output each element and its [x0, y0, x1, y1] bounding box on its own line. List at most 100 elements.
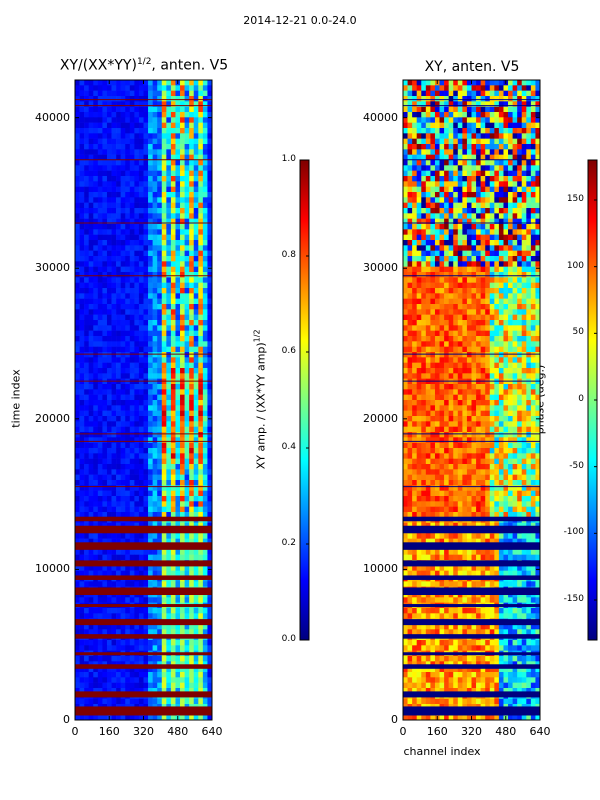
heatmap-cell [84, 96, 89, 102]
heatmap-cell [175, 101, 181, 107]
heatmap-cell [503, 245, 509, 251]
heatmap-cell [97, 256, 103, 262]
heatmap-cell [180, 437, 185, 443]
heatmap-cell [106, 362, 112, 369]
heatmap-cell [88, 266, 94, 273]
heatmap-cell [503, 272, 509, 278]
heatmap-cell [75, 608, 80, 614]
heatmap-cell [125, 346, 131, 353]
heatmap-cell [202, 85, 208, 91]
heatmap-cell [116, 192, 121, 198]
heatmap-cell [503, 234, 509, 241]
heatmap-cell [111, 309, 117, 315]
heatmap-cell [88, 421, 94, 427]
heatmap-cell [125, 192, 131, 198]
heatmap-cell [485, 218, 491, 225]
heatmap-cell [166, 613, 172, 619]
heatmap-cell [84, 117, 89, 123]
heatmap-cell [175, 645, 181, 651]
heatmap-cell [161, 304, 167, 310]
heatmap-cell [439, 298, 445, 305]
heatmap-cell [193, 154, 199, 161]
heatmap-cell [88, 144, 94, 150]
heatmap-cell [425, 106, 431, 113]
heatmap-cell [457, 245, 463, 251]
heatmap-cell [535, 208, 541, 214]
heatmap-cell [120, 330, 126, 337]
heatmap-cell [161, 96, 167, 102]
heatmap-cell [184, 442, 190, 449]
heatmap-cell [166, 512, 172, 518]
heatmap-cell [166, 245, 172, 251]
heatmap-cell [148, 245, 153, 251]
heatmap-cell [476, 85, 481, 91]
heatmap-cell [193, 581, 199, 587]
heatmap-cell [517, 266, 523, 273]
heatmap-cell [138, 320, 144, 326]
heatmap-cell [521, 160, 527, 166]
heatmap-cell [512, 90, 518, 97]
heatmap-cell [75, 298, 80, 305]
heatmap-cell [75, 229, 80, 235]
heatmap-cell [407, 298, 413, 305]
heatmap-cell [175, 266, 181, 273]
heatmap-cell [152, 336, 158, 342]
heatmap-cell [457, 128, 463, 134]
heatmap-cell [416, 197, 422, 203]
heatmap-cell [530, 160, 536, 166]
heatmap-cell [412, 298, 417, 305]
heatmap-cell [143, 181, 149, 187]
heatmap-cell [157, 309, 163, 315]
heatmap-cell [161, 645, 167, 651]
heatmap-cell [517, 181, 523, 187]
heatmap-cell [412, 192, 417, 198]
heatmap-cell [116, 656, 121, 662]
heatmap-cell [93, 480, 99, 486]
heatmap-cell [138, 277, 144, 283]
heatmap-cell [175, 277, 181, 283]
heatmap-cell [480, 154, 486, 161]
heatmap-cell [134, 218, 140, 225]
heatmap-cell [403, 277, 408, 283]
heatmap-cell [166, 442, 172, 449]
heatmap-cell [480, 90, 486, 97]
heatmap-cell [170, 645, 176, 651]
heatmap-cell [111, 512, 117, 518]
heatmap-cell [129, 229, 135, 235]
heatmap-cell [152, 165, 158, 171]
heatmap-cell [476, 224, 481, 230]
heatmap-cell [193, 570, 199, 577]
heatmap-cell [152, 112, 158, 118]
heatmap-cell [207, 245, 213, 251]
heatmap-cell [462, 133, 468, 139]
heatmap-cell [148, 714, 153, 721]
heatmap-cell [184, 320, 190, 326]
heatmap-cell [102, 581, 108, 587]
heatmap-cell [430, 218, 436, 225]
heatmap-cell [88, 261, 94, 267]
heatmap-cell [75, 90, 80, 97]
heatmap-cell [170, 522, 176, 529]
heatmap-cell [416, 213, 422, 219]
heatmap-cell [97, 309, 103, 315]
heatmap-cell [198, 554, 204, 561]
heatmap-cell [466, 85, 472, 91]
heatmap-cell [430, 85, 436, 91]
heatmap-cell [157, 565, 163, 571]
heatmap-cell [143, 277, 149, 283]
heatmap-cell [471, 101, 477, 107]
heatmap-cell [102, 117, 108, 123]
heatmap-cell [138, 192, 144, 198]
heatmap-cell [125, 138, 131, 145]
heatmap-cell [97, 128, 103, 134]
heatmap-cell [453, 122, 459, 129]
heatmap-cell [129, 448, 135, 454]
heatmap-cell [79, 288, 85, 294]
heatmap-cell [434, 112, 440, 118]
heatmap-cell [120, 165, 126, 171]
heatmap-cell [202, 464, 208, 470]
heatmap-cell [476, 197, 481, 203]
heatmap-cell [439, 101, 445, 107]
heatmap-cell [157, 298, 163, 305]
heatmap-cell [161, 218, 167, 225]
